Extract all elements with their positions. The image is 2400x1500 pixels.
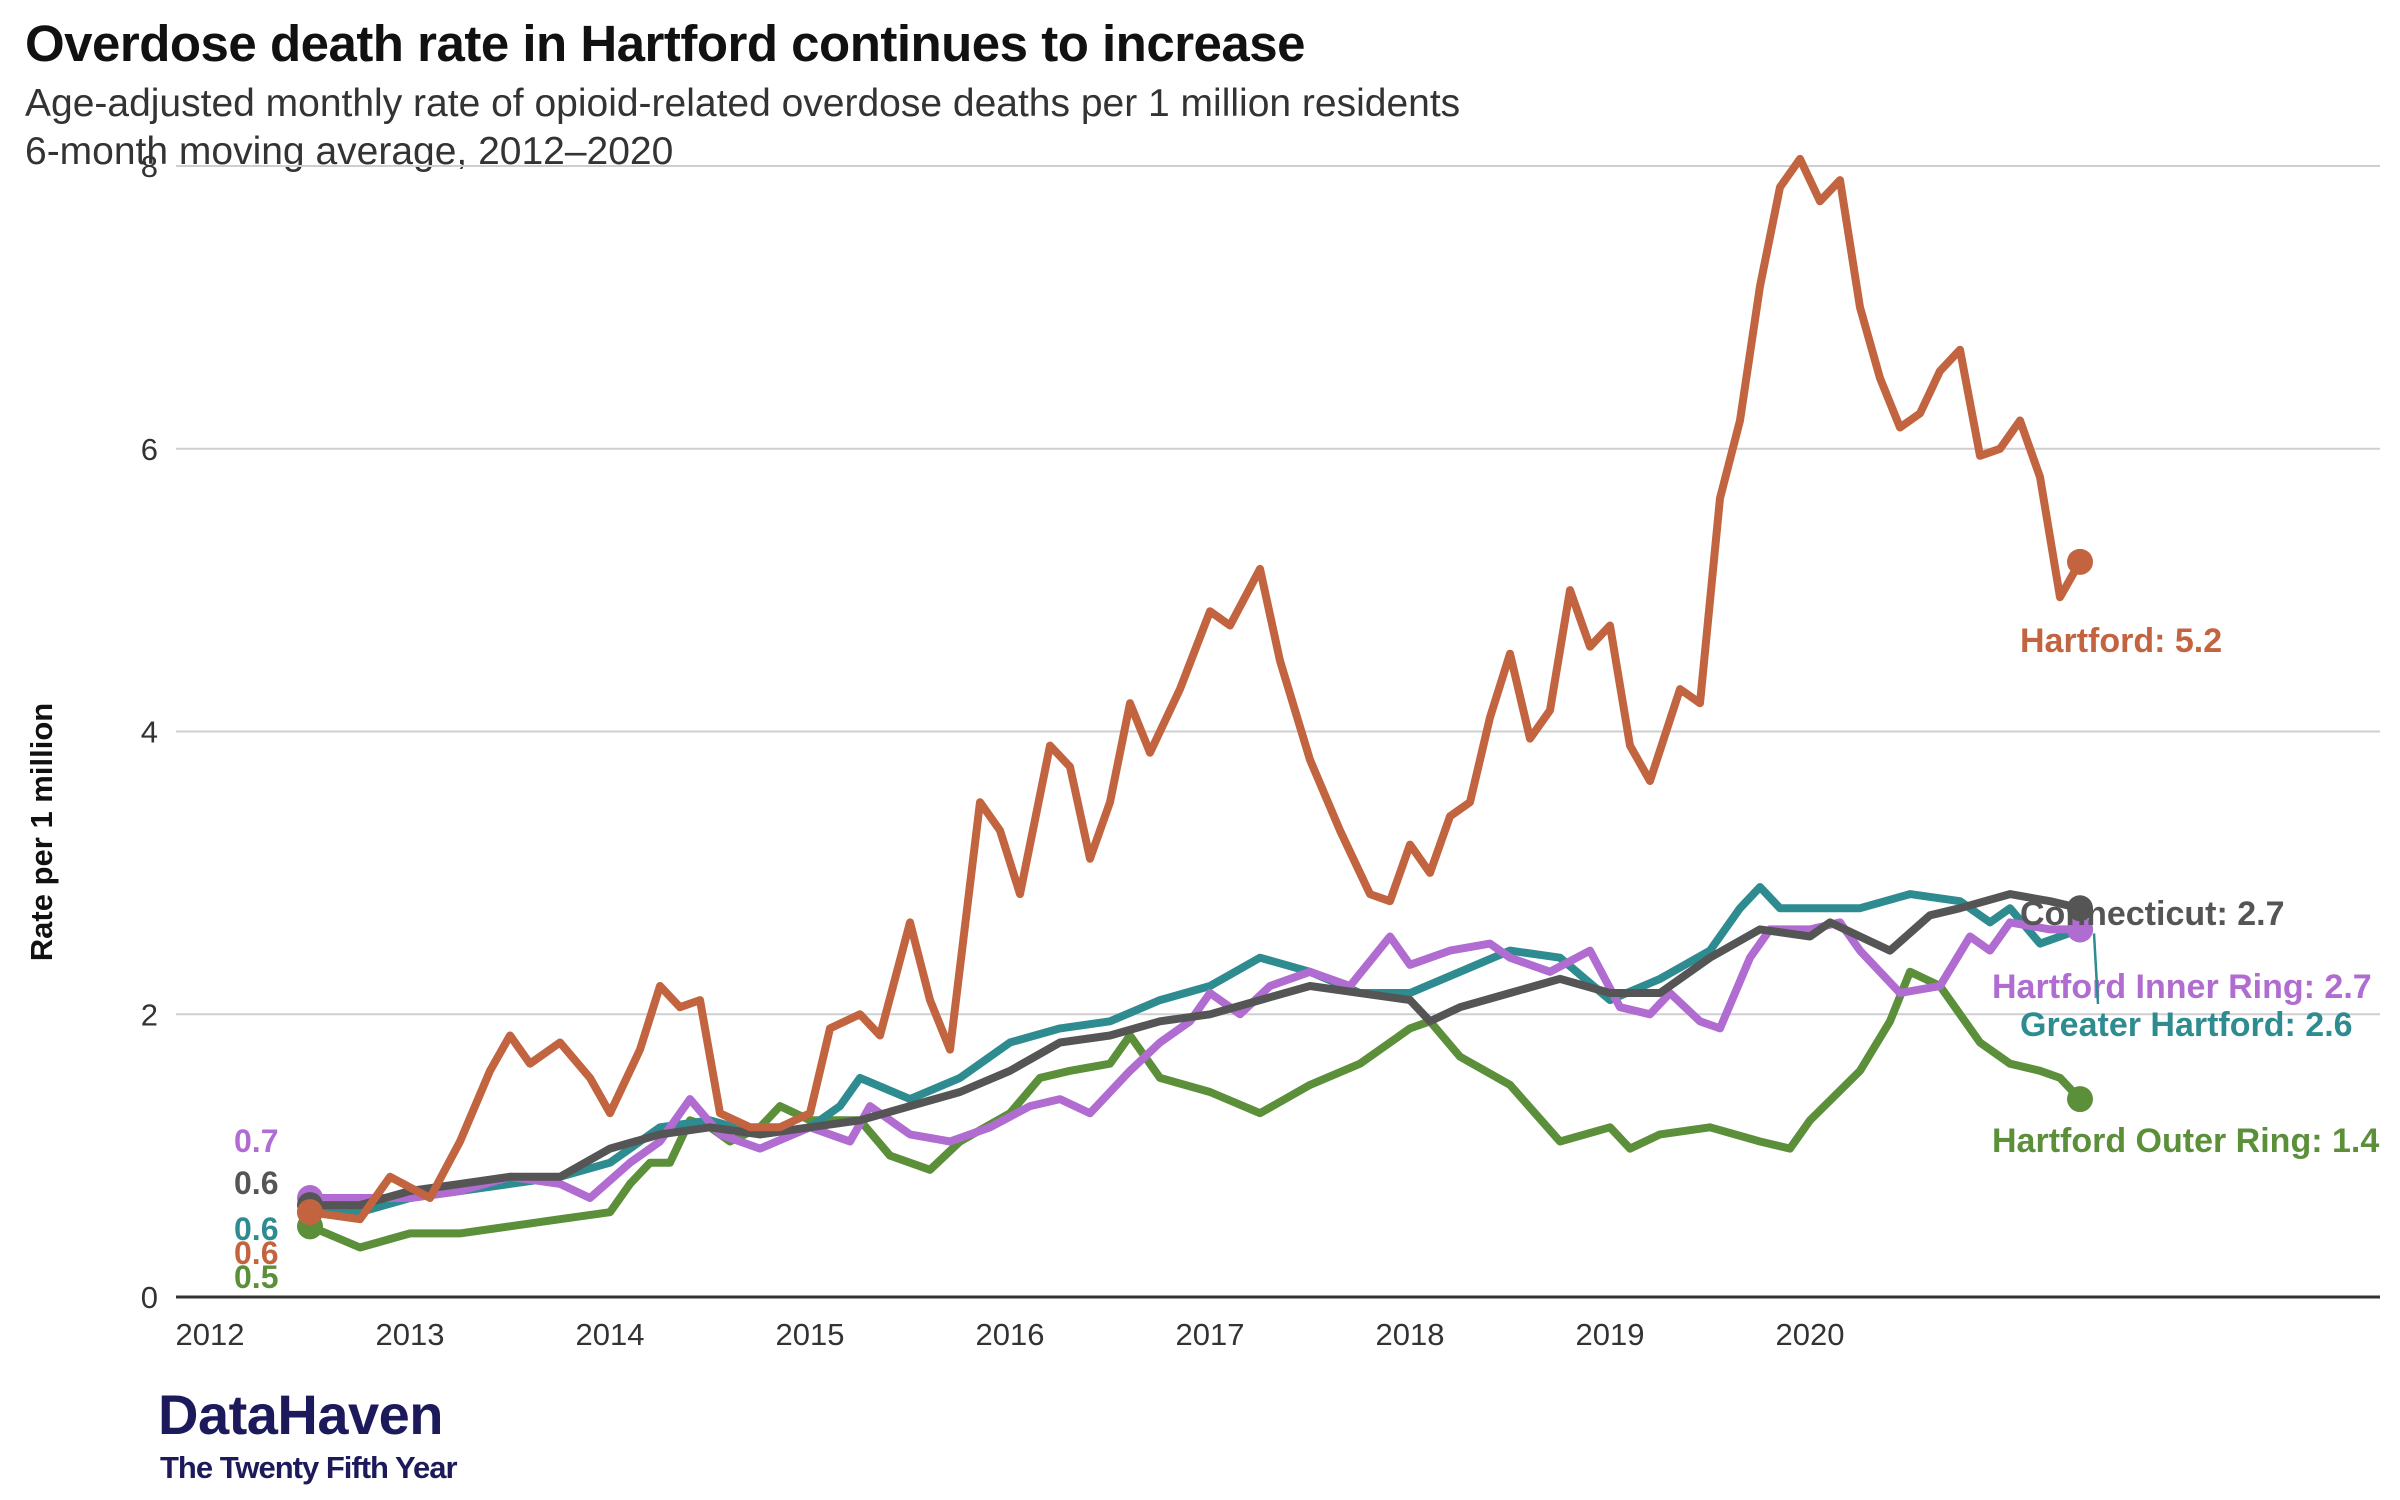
end-point-hartford-outer-ring — [2067, 1086, 2093, 1113]
x-tick-label: 2015 — [776, 1317, 845, 1352]
series-line-connecticut — [306, 890, 2084, 1210]
start-label-hartford-inner-ring: 0.7 — [234, 1123, 278, 1159]
chart-title: Overdose death rate in Hartford continue… — [25, 15, 1306, 72]
x-tick-label: 2012 — [176, 1317, 245, 1352]
end-label-greater-hartford: Greater Hartford: 2.6 — [2020, 1006, 2353, 1044]
end-label-hartford-outer-ring: Hartford Outer Ring: 1.4 — [1992, 1122, 2379, 1160]
end-label-hartford-inner-ring: Hartford Inner Ring: 2.7 — [1992, 968, 2372, 1006]
x-tick-label: 2018 — [1376, 1317, 1445, 1352]
chart-subtitle-line-1: Age-adjusted monthly rate of opioid-rela… — [25, 82, 1461, 125]
x-tick-label: 2016 — [976, 1317, 1045, 1352]
end-point-hartford — [2067, 548, 2093, 575]
leader-line-greater-hartford — [2092, 933, 2100, 1005]
brand-logo: DataHaven — [158, 1383, 443, 1446]
series-line-hartford — [306, 154, 2084, 1224]
start-point-hartford — [297, 1199, 323, 1226]
brand-tagline: The Twenty Fifth Year — [160, 1450, 458, 1485]
y-tick-label: 2 — [141, 997, 158, 1032]
x-tick-label: 2017 — [1176, 1317, 1245, 1352]
x-tick-label: 2020 — [1776, 1317, 1845, 1352]
end-point-connecticut — [2067, 895, 2093, 922]
y-axis-label: Rate per 1 million — [24, 703, 59, 961]
start-label-greater-hartford: 0.6 — [234, 1211, 278, 1247]
start-label-hartford-outer-ring: 0.5 — [234, 1259, 278, 1295]
end-label-hartford: Hartford: 5.2 — [2020, 622, 2222, 660]
x-tick-label: 2014 — [576, 1317, 645, 1352]
gridlines — [176, 165, 2380, 1016]
y-tick-label: 4 — [141, 715, 158, 750]
axes: 0 2 4 6 8 2012 2013 2014 2015 2016 2017 2018 2019 202… — [141, 149, 2380, 1352]
end-label-connecticut: Connecticut: 2.7 — [2020, 895, 2284, 933]
start-label-connecticut: 0.6 — [234, 1165, 278, 1201]
series-lines — [297, 154, 2093, 1252]
y-tick-label: 8 — [141, 149, 158, 184]
x-tick-label: 2019 — [1576, 1317, 1645, 1352]
series-line-hartford-outer-ring — [306, 967, 2084, 1252]
end-point-hartford-inner-ring — [2067, 916, 2093, 943]
x-tick-label: 2013 — [376, 1317, 445, 1352]
start-label-hartford: 0.6 — [234, 1235, 278, 1271]
y-tick-label: 0 — [141, 1280, 158, 1315]
y-tick-label: 6 — [141, 432, 158, 467]
